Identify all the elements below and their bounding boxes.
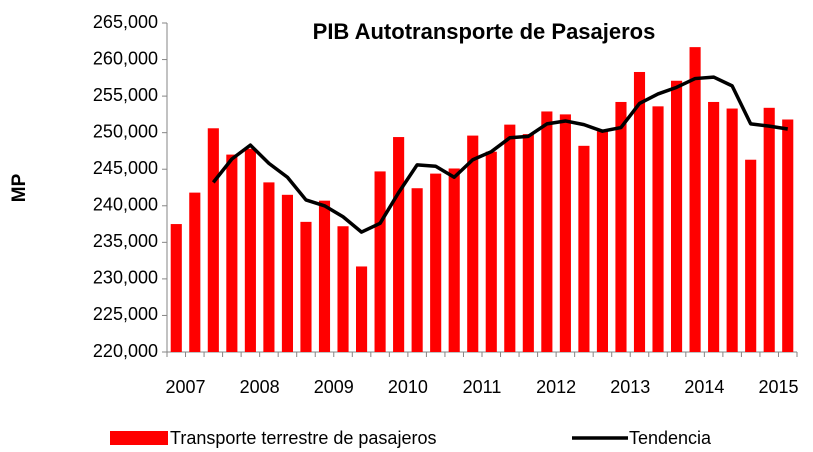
y-tick-label: 250,000	[93, 121, 158, 141]
y-tick-label: 255,000	[93, 85, 158, 105]
bar	[281, 194, 293, 352]
y-tick-label: 240,000	[93, 195, 158, 215]
bar	[782, 119, 794, 352]
y-tick-label: 220,000	[93, 341, 158, 361]
bar	[485, 151, 497, 352]
bar	[726, 108, 738, 352]
bar	[578, 145, 590, 352]
y-tick-label: 260,000	[93, 48, 158, 68]
bar	[522, 134, 534, 352]
bar	[633, 71, 646, 353]
bar	[596, 131, 608, 352]
x-tick-label: 2012	[536, 377, 576, 397]
bar	[356, 266, 368, 352]
bar	[263, 182, 275, 352]
bar	[300, 221, 312, 352]
bar	[337, 226, 349, 352]
y-axis-label: MP	[9, 173, 30, 202]
bar	[374, 171, 386, 352]
x-tick-label: 2009	[314, 377, 354, 397]
bar	[430, 173, 442, 352]
legend-label: Tendencia	[629, 428, 712, 448]
chart-title: PIB Autotransporte de Pasajeros	[313, 19, 656, 44]
bar	[745, 159, 757, 352]
bar	[652, 106, 664, 352]
bar	[207, 128, 219, 352]
bar	[615, 101, 627, 353]
x-tick-label: 2011	[463, 377, 502, 397]
bar	[170, 224, 182, 352]
bar	[411, 188, 423, 352]
bar	[318, 200, 331, 352]
legend-swatch	[110, 431, 168, 445]
x-tick-label: 2007	[166, 377, 206, 397]
y-tick-label: 230,000	[93, 268, 158, 288]
x-tick-label: 2014	[684, 377, 724, 397]
bar	[226, 154, 238, 352]
bar	[708, 101, 720, 353]
bar	[671, 80, 683, 352]
y-tick-label: 225,000	[93, 304, 158, 324]
y-tick-label: 265,000	[93, 12, 158, 32]
x-tick-label: 2015	[758, 377, 798, 397]
bar	[559, 114, 571, 352]
y-tick-label: 245,000	[93, 158, 158, 178]
x-tick-label: 2008	[240, 377, 280, 397]
bar	[689, 47, 701, 352]
bar	[393, 137, 405, 352]
bar	[189, 192, 201, 352]
trend-line	[211, 75, 789, 234]
bar	[541, 111, 553, 352]
bar	[763, 107, 775, 352]
bar	[244, 148, 256, 352]
bar	[448, 168, 460, 352]
legend-label: Transporte terrestre de pasajeros	[170, 428, 436, 448]
y-tick-label: 235,000	[93, 231, 158, 251]
x-tick-label: 2010	[388, 377, 428, 397]
x-tick-label: 2013	[610, 377, 650, 397]
bar	[467, 135, 479, 352]
bar	[504, 124, 516, 352]
